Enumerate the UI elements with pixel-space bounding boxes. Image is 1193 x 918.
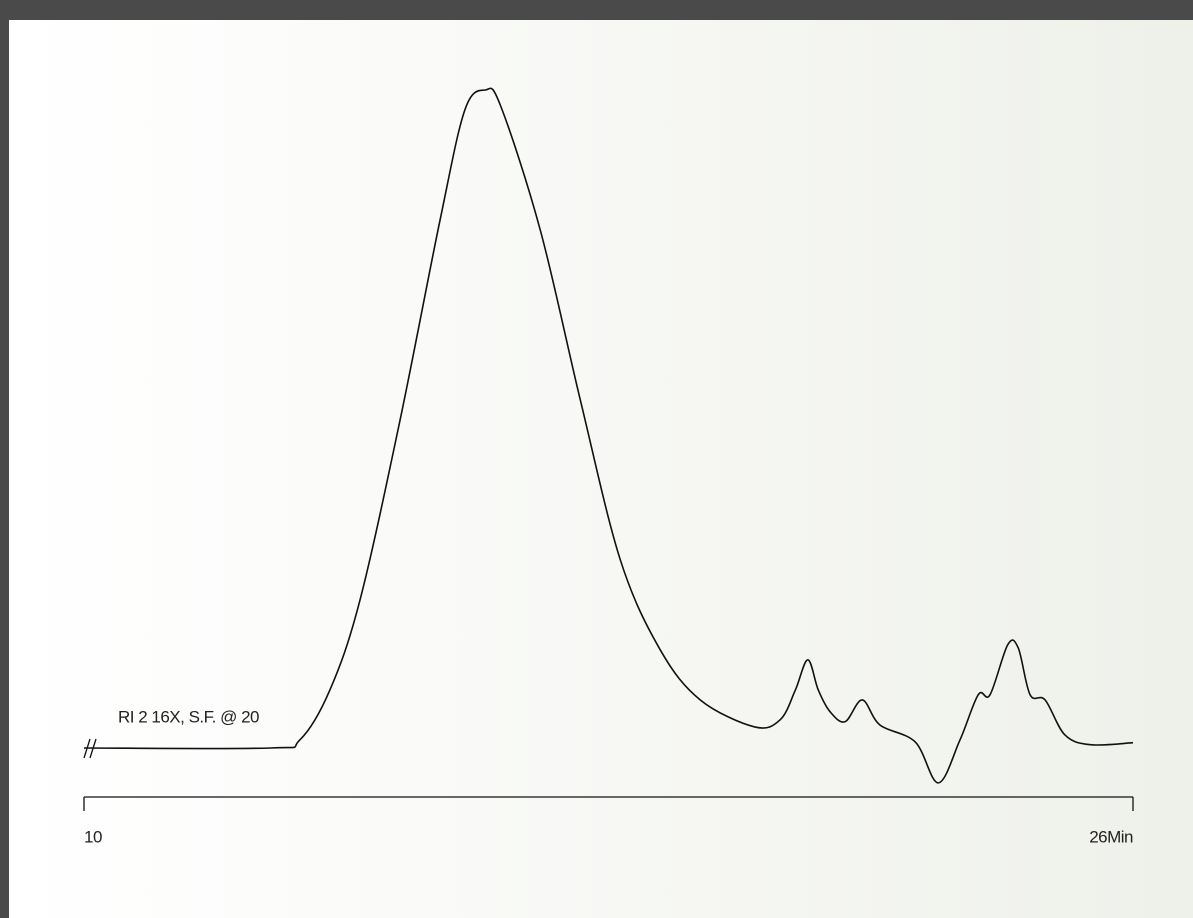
panel (9, 20, 1193, 918)
x-tick-label: 26Min (1089, 827, 1133, 846)
x-tick-label: 10 (84, 827, 102, 846)
annotation: RI 2 16X, S.F. @ 20 (118, 707, 259, 726)
trace (83, 87, 1134, 784)
